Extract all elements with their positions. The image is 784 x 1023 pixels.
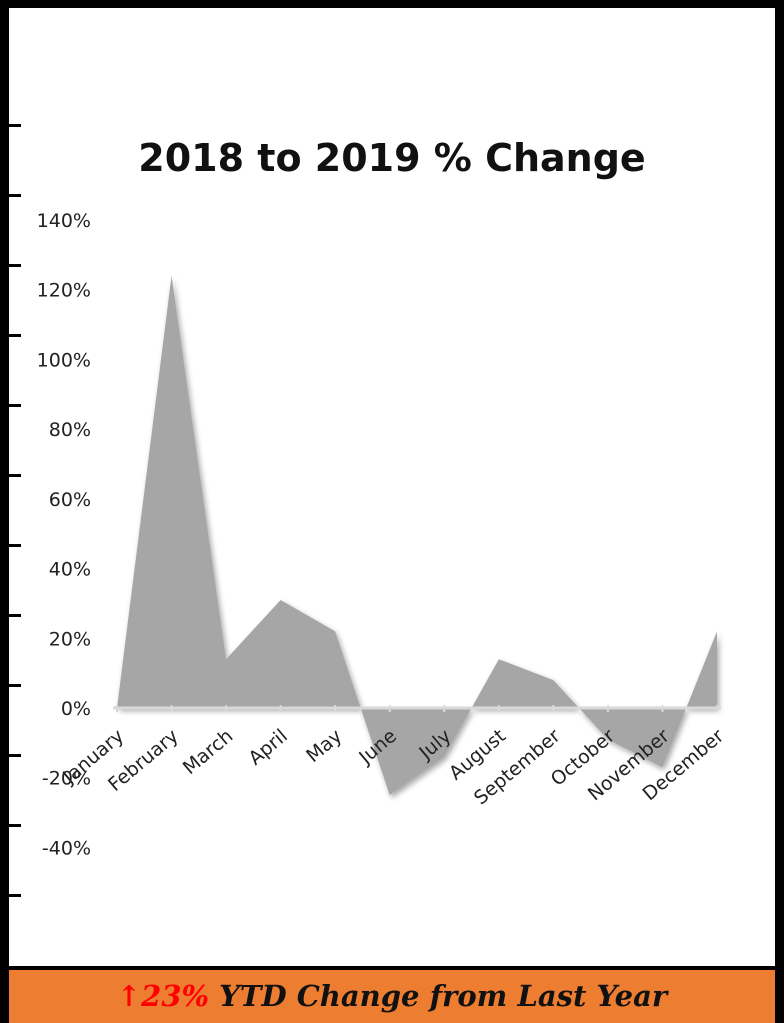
y-axis: 140% 120% 100% 80% 60% 40% 20% 0% -20% -40% [37,210,91,859]
frame-edge-tick [9,614,21,617]
frame-edge-tick [9,404,21,407]
frame-edge-tick [9,474,21,477]
area-series [117,275,717,796]
y-tick-label: 60% [49,489,91,511]
plot-area [113,275,721,796]
y-tick-label: 80% [49,419,91,441]
frame-edge-tick [9,754,21,757]
frame-edge-tick [9,194,21,197]
x-tick-label: May [302,725,346,767]
y-tick-label: 40% [49,559,91,581]
ytd-change-text: YTD Change from Last Year [209,979,668,1013]
y-tick-label: 140% [37,210,91,232]
up-arrow-icon: ↑ [116,979,142,1013]
y-tick-label: 20% [49,628,91,650]
x-tick-label: March [179,725,238,779]
frame-edge-tick [9,684,21,687]
y-tick-label: 100% [37,349,91,371]
y-tick-label: 0% [61,698,91,720]
x-tick-label: April [244,725,291,770]
frame-edge-tick [9,544,21,547]
frame-edge-tick [9,824,21,827]
chart-title: 2018 to 2019 % Change [138,136,646,180]
y-tick-label: 120% [37,280,91,302]
y-tick-label: -40% [42,837,91,859]
frame-edge-tick [9,264,21,267]
ytd-change-banner: ↑23% YTD Change from Last Year [9,966,775,1023]
frame-edge-tick [9,334,21,337]
frame-edge-tick [9,894,21,897]
frame-edge-tick [9,124,21,127]
area-chart: 140%120%100%80%60%40%20%0%-20%-40% Janua… [37,210,729,859]
ytd-change-percent: 23% [141,979,210,1013]
y-tick-label: -20% [42,768,91,790]
